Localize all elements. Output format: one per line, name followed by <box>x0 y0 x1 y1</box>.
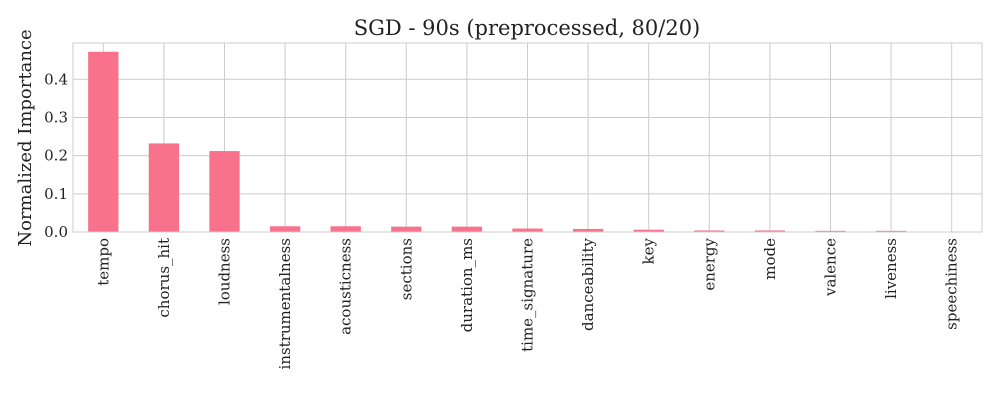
chart-title: SGD - 90s (preprocessed, 80/20) <box>354 16 701 40</box>
bar-danceability <box>572 228 604 232</box>
y-axis-ticks: 0.0 0.1 0.2 0.3 0.4 <box>44 70 68 241</box>
bar-energy <box>694 230 725 232</box>
bar-valence <box>815 230 846 232</box>
x-tick-label: acousticness <box>337 238 355 335</box>
x-tick-label: time_signature <box>519 238 537 352</box>
x-tick-label: energy <box>700 237 718 290</box>
x-tick-label: liveness <box>882 238 900 299</box>
x-tick-label: valence <box>822 238 840 297</box>
y-tick-label: 0.0 <box>44 223 68 241</box>
bar-tempo <box>88 51 119 233</box>
y-tick-label: 0.3 <box>44 108 68 126</box>
x-tick-label: chorus_hit <box>155 238 173 318</box>
y-tick-label: 0.2 <box>44 147 68 165</box>
x-tick-label: key <box>640 237 658 264</box>
y-tick-label: 0.1 <box>44 185 68 203</box>
bar-liveness <box>875 230 907 232</box>
x-tick-label: instrumentalness <box>276 238 294 369</box>
x-tick-label: danceability <box>579 237 597 330</box>
bar-instrumentalness <box>269 226 301 232</box>
x-tick-label: sections <box>397 238 415 300</box>
bar-duration-ms <box>451 226 483 232</box>
x-tick-label: duration_ms <box>458 238 476 332</box>
bar-sections <box>391 226 422 232</box>
y-axis-label: Normalized Importance <box>15 29 36 246</box>
x-tick-label: loudness <box>216 238 234 305</box>
bar-chorus-hit <box>148 143 180 232</box>
bars <box>88 51 967 233</box>
bar-key <box>633 229 664 232</box>
x-axis-ticks: tempo chorus_hit loudness instrumentalness a… <box>94 237 960 369</box>
plot-area-frame <box>72 42 983 233</box>
bar-mode <box>754 230 786 232</box>
bar-loudness <box>209 151 240 232</box>
x-tick-label: mode <box>761 238 779 280</box>
bar-time-signature <box>512 228 543 232</box>
bar-acousticness <box>330 226 361 232</box>
x-tick-label: speechiness <box>943 238 961 330</box>
x-tick-label: tempo <box>94 238 112 286</box>
y-tick-label: 0.4 <box>44 70 68 88</box>
